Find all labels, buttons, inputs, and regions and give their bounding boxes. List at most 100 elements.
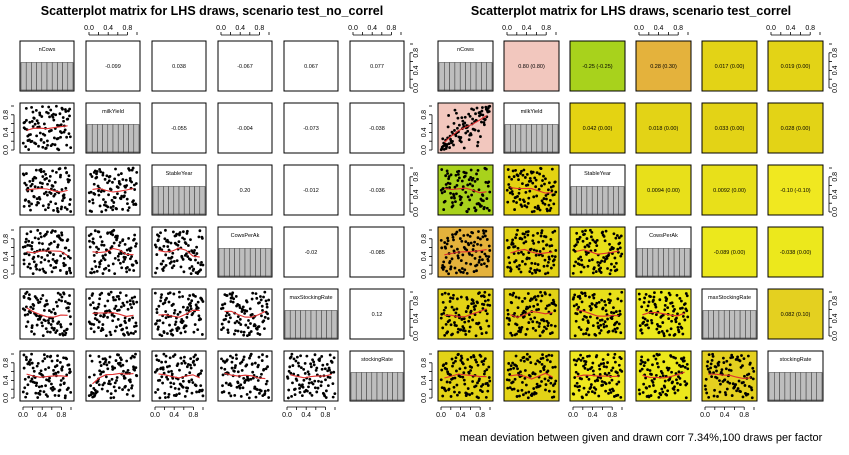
data-point	[647, 326, 650, 330]
histogram-bar	[647, 248, 654, 277]
data-point	[543, 325, 546, 329]
data-point	[638, 369, 642, 373]
data-point	[520, 169, 523, 173]
data-point	[442, 386, 446, 390]
data-point	[122, 333, 126, 337]
data-point	[313, 353, 317, 357]
data-point	[247, 319, 250, 322]
scatter-cell-3-0	[19, 226, 75, 278]
data-point	[32, 116, 36, 120]
data-point	[482, 372, 486, 376]
data-point	[167, 300, 171, 304]
data-point	[466, 195, 470, 199]
data-point	[750, 388, 754, 392]
data-point	[62, 382, 66, 386]
data-point	[103, 203, 106, 207]
data-point	[311, 382, 315, 386]
data-point	[261, 353, 264, 357]
data-point	[540, 318, 543, 322]
tick-label: 0.8	[3, 358, 10, 368]
data-point	[456, 179, 460, 182]
data-point	[58, 130, 62, 133]
data-point	[447, 292, 450, 296]
data-point	[664, 296, 668, 299]
data-point	[547, 389, 551, 393]
data-point	[239, 383, 243, 387]
data-point	[483, 290, 487, 294]
data-point	[601, 233, 605, 237]
data-point	[227, 320, 231, 324]
bottom-axis: 0.0 0.4 0.8	[436, 406, 491, 419]
data-point	[522, 393, 525, 397]
data-point	[201, 394, 205, 398]
data-point	[128, 317, 131, 321]
fit-line	[158, 373, 200, 379]
data-point	[582, 265, 586, 269]
data-point	[552, 302, 556, 306]
data-point	[331, 395, 335, 399]
data-point	[585, 315, 588, 319]
data-point	[615, 234, 619, 237]
data-point	[50, 310, 53, 314]
scatter-cell-4-1	[85, 288, 141, 340]
data-point	[461, 271, 465, 274]
data-point	[442, 260, 446, 264]
data-point	[101, 173, 105, 177]
data-point	[641, 316, 645, 320]
histogram-bar	[46, 62, 53, 91]
data-point	[484, 105, 488, 109]
data-point	[23, 308, 27, 312]
data-point	[63, 206, 67, 209]
data-point	[462, 170, 466, 174]
data-point	[46, 254, 49, 257]
data-point	[170, 260, 173, 264]
scatter-cell-5-2	[569, 350, 626, 402]
data-point	[737, 358, 740, 362]
histogram-bar	[581, 186, 588, 215]
data-point	[520, 237, 524, 241]
data-point	[550, 254, 554, 258]
data-point	[158, 246, 162, 250]
data-point	[472, 108, 475, 112]
data-point	[619, 234, 623, 238]
data-point	[529, 317, 533, 321]
data-point	[539, 290, 542, 294]
data-point	[24, 145, 28, 149]
data-point	[44, 368, 47, 371]
data-point	[611, 366, 615, 370]
data-point	[456, 352, 460, 356]
histogram-bar	[284, 310, 291, 339]
data-point	[250, 363, 254, 366]
tick-label: 0.8	[3, 234, 10, 244]
data-point	[42, 192, 46, 196]
data-point	[21, 390, 25, 394]
data-point	[172, 260, 176, 263]
data-point	[746, 354, 750, 358]
histogram-bar	[602, 186, 609, 215]
data-point	[30, 105, 33, 109]
data-point	[97, 383, 101, 387]
histogram-bar	[20, 62, 27, 91]
data-point	[43, 258, 47, 262]
data-point	[579, 328, 583, 332]
data-point	[590, 231, 594, 234]
data-point	[324, 396, 328, 399]
data-point	[112, 195, 116, 199]
data-point	[440, 246, 444, 250]
diagonal-cell-StableYear: StableYear	[151, 164, 207, 216]
data-point	[468, 393, 472, 397]
data-point	[309, 362, 313, 366]
data-point	[463, 115, 467, 119]
data-point	[52, 112, 55, 116]
data-point	[34, 142, 38, 146]
data-point	[199, 263, 203, 267]
tick-label: 0.0	[18, 412, 28, 419]
correlation-cell-4-5: 0.082 (0.10)	[767, 288, 824, 340]
data-point	[49, 354, 53, 358]
data-point	[456, 297, 459, 301]
data-point	[471, 248, 475, 251]
data-point	[552, 390, 556, 394]
data-point	[117, 353, 120, 357]
data-point	[544, 177, 547, 181]
data-point	[240, 360, 244, 364]
